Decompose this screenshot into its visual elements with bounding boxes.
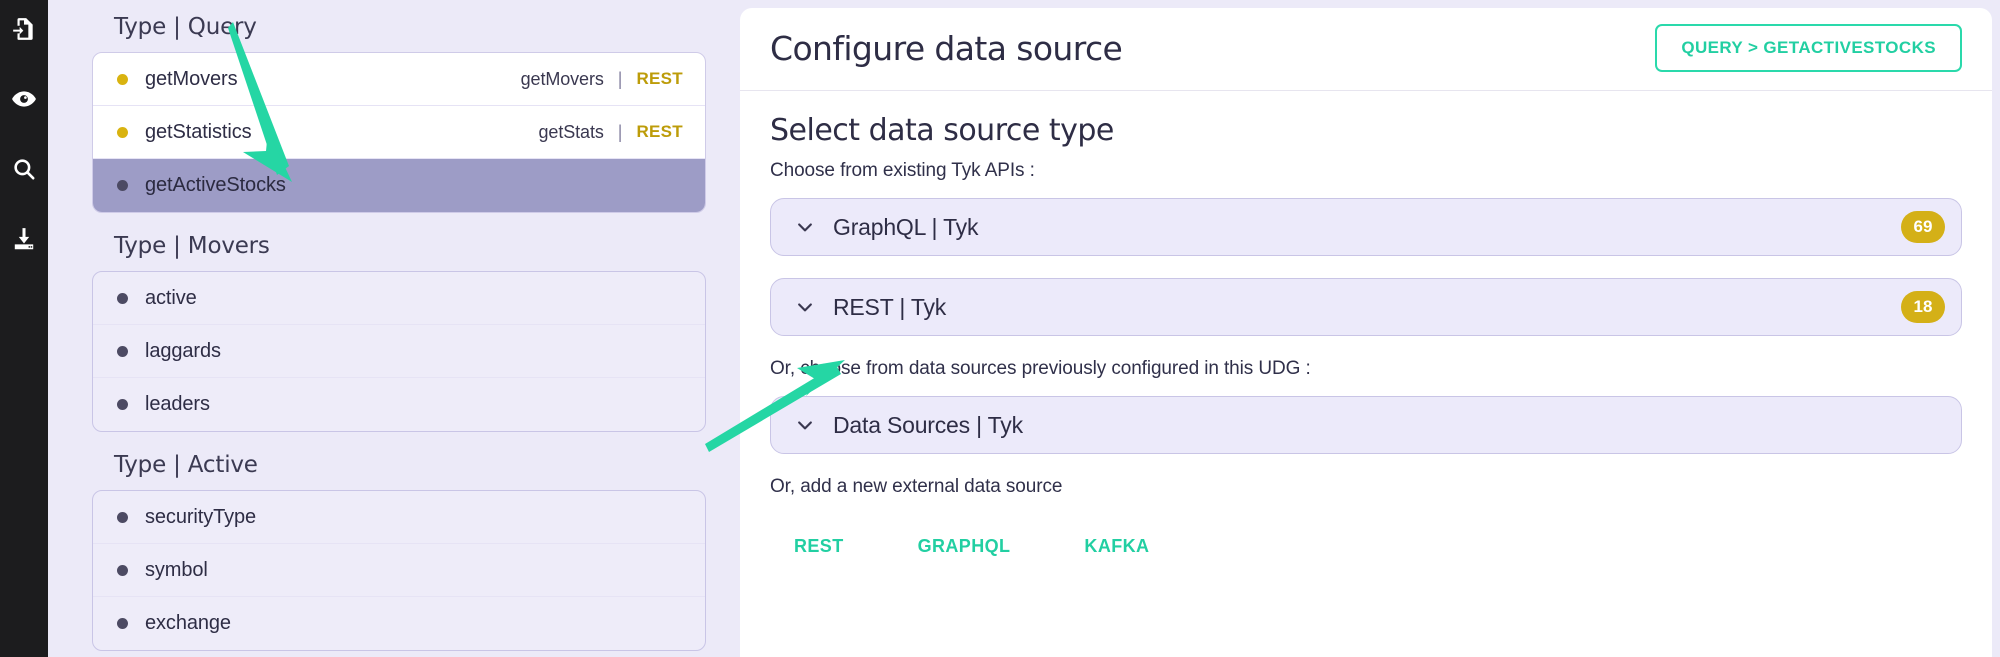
configure-panel: Configure data source QUERY > GETACTIVES… [740,8,1992,657]
accordion-data-sources-tyk[interactable]: Data Sources | Tyk [770,396,1962,454]
panel-header: Configure data source QUERY > GETACTIVES… [740,8,1992,91]
list-item[interactable]: symbol [93,544,705,597]
field-dot-icon [117,345,128,357]
list-item[interactable]: exchange [93,597,705,650]
accordion-graphql-tyk[interactable]: GraphQL | Tyk 69 [770,198,1962,256]
list-item-meta: getStats | REST [539,122,683,143]
group-card-query: getMovers getMovers | REST getStatistics… [92,52,706,213]
list-item[interactable]: getStatistics getStats | REST [93,106,705,159]
add-rest-source-link[interactable]: REST [794,536,844,556]
hint-external-source: Or, add a new external data source [770,476,1063,497]
accordion-label: GraphQL | Tyk [833,213,979,240]
list-item-kind-badge: REST [636,122,683,141]
schema-sidebar[interactable]: Type | Query getMovers getMovers | REST … [48,0,728,657]
list-item-ref: getMovers [520,68,604,89]
list-item-selected[interactable]: getActiveStocks [93,159,705,212]
eye-icon[interactable] [9,84,39,114]
group-card-movers: active laggards leaders [92,271,706,432]
list-item-label: leaders [145,393,210,415]
count-badge: 18 [1901,291,1945,323]
panel-body: Select data source type Choose from exis… [740,91,1992,557]
chevron-down-icon [795,297,815,317]
list-item[interactable]: laggards [93,325,705,378]
add-kafka-source-link[interactable]: KAFKA [1084,536,1150,556]
list-item-label: active [145,286,197,309]
list-item[interactable]: getMovers getMovers | REST [93,53,705,106]
chevron-down-icon [795,415,815,435]
list-item-label: getStatistics [145,120,252,143]
field-dot-icon [117,564,128,576]
query-context-button[interactable]: QUERY > GETACTIVESTOCKS [1655,24,1962,72]
list-item-label: symbol [145,558,208,581]
add-graphql-source-link[interactable]: GRAPHQL [917,536,1011,556]
list-item-label: laggards [145,339,221,362]
list-item-ref: getStats [538,121,604,142]
list-item-label: getActiveStocks [145,174,286,196]
count-badge: 69 [1901,211,1945,243]
external-source-links: REST GRAPHQL KAFKA [770,514,1962,557]
list-item-label: getMovers [145,67,238,90]
list-item[interactable]: leaders [93,378,705,431]
field-dot-icon [117,180,128,191]
main-region: Configure data source QUERY > GETACTIVES… [728,0,2000,657]
field-dot-icon [117,618,128,629]
accordion-rest-tyk[interactable]: REST | Tyk 18 [770,278,1962,336]
list-item[interactable]: active [93,272,705,325]
field-dot-icon [117,292,128,304]
group-title-active: Type | Active [114,452,258,478]
list-item-meta: getMovers | REST [521,69,683,90]
accordion-label: REST | Tyk [833,293,947,320]
list-item[interactable]: securityType [93,491,705,544]
field-dot-icon [117,126,128,138]
accordion-label: Data Sources | Tyk [833,411,1023,438]
list-item-kind-badge: REST [636,69,683,88]
hint-existing-apis: Choose from existing Tyk APIs : [770,160,1035,181]
import-file-icon[interactable] [9,14,39,44]
hint-previous-sources: Or, choose from data sources previously … [770,358,1311,379]
field-dot-icon [117,399,128,410]
left-icon-rail [0,0,48,657]
page-title: Configure data source [770,28,1123,68]
list-item-label: exchange [145,612,231,634]
group-title-movers: Type | Movers [114,233,270,259]
field-dot-icon [117,511,128,523]
list-item-separator: | [617,121,623,142]
list-item-separator: | [617,68,623,89]
section-title: Select data source type [770,113,1114,148]
list-item-label: securityType [145,505,257,528]
download-icon[interactable] [9,224,39,254]
search-icon[interactable] [9,154,39,184]
group-title-query: Type | Query [114,14,257,40]
group-card-active: securityType symbol exchange [92,490,706,651]
chevron-down-icon [795,217,815,237]
field-dot-icon [117,73,128,85]
